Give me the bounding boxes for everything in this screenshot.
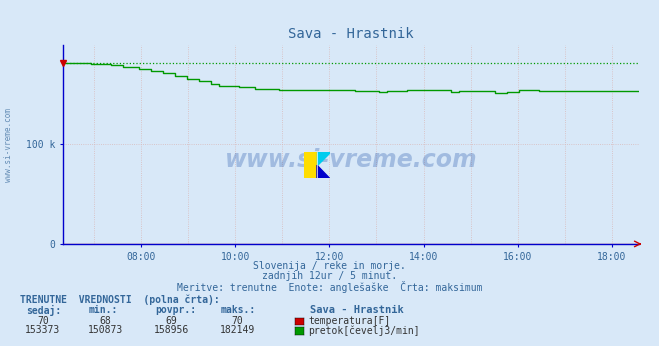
- Text: 153373: 153373: [25, 325, 61, 335]
- Title: Sava - Hrastnik: Sava - Hrastnik: [288, 27, 414, 41]
- Text: 182149: 182149: [219, 325, 255, 335]
- Text: www.si-vreme.com: www.si-vreme.com: [4, 108, 13, 182]
- Text: min.:: min.:: [89, 305, 119, 315]
- Text: 158956: 158956: [154, 325, 189, 335]
- Text: temperatura[F]: temperatura[F]: [308, 316, 391, 326]
- Text: TRENUTNE  VREDNOSTI  (polna črta):: TRENUTNE VREDNOSTI (polna črta):: [20, 295, 219, 305]
- Text: Meritve: trenutne  Enote: anglešaške  Črta: maksimum: Meritve: trenutne Enote: anglešaške Črta…: [177, 281, 482, 293]
- Text: povpr.:: povpr.:: [155, 305, 196, 315]
- Text: 69: 69: [165, 316, 177, 326]
- Text: Sava - Hrastnik: Sava - Hrastnik: [310, 305, 403, 315]
- Bar: [304, 152, 317, 178]
- Polygon shape: [317, 165, 330, 178]
- Text: 68: 68: [100, 316, 111, 326]
- Text: maks.:: maks.:: [221, 305, 256, 315]
- Text: sedaj:: sedaj:: [26, 305, 61, 316]
- Text: Slovenija / reke in morje.: Slovenija / reke in morje.: [253, 261, 406, 271]
- Text: 70: 70: [37, 316, 49, 326]
- Text: www.si-vreme.com: www.si-vreme.com: [225, 148, 477, 172]
- Text: zadnjih 12ur / 5 minut.: zadnjih 12ur / 5 minut.: [262, 271, 397, 281]
- Text: 150873: 150873: [88, 325, 123, 335]
- Text: pretok[čevelj3/min]: pretok[čevelj3/min]: [308, 325, 420, 336]
- Text: 70: 70: [231, 316, 243, 326]
- Polygon shape: [317, 152, 330, 165]
